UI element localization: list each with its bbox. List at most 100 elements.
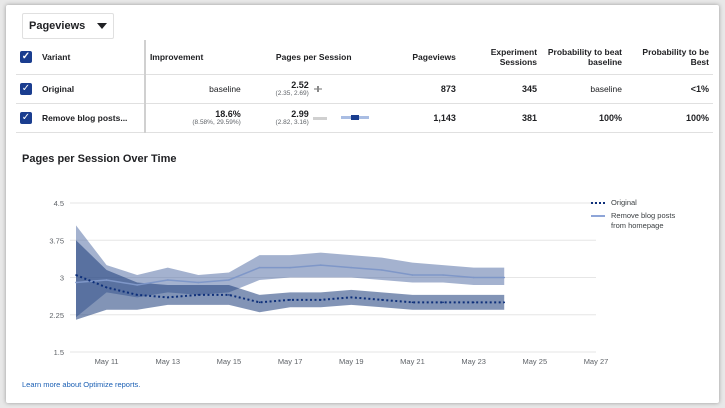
- variants-table: ✓ Variant Improvement Pages per Session …: [16, 40, 713, 133]
- row-checkbox[interactable]: ✓: [20, 111, 32, 124]
- data-point: [197, 294, 200, 296]
- x-axis-ticks: May 11 May 13 May 15 May 17 May 19 May 21 May …: [95, 357, 609, 366]
- improvement-value: 18.6% (8.58%, 29.59%): [145, 103, 245, 132]
- prob-beat-baseline-value: 100%: [598, 112, 623, 123]
- data-point: [105, 279, 108, 281]
- confidence-band: [76, 225, 505, 318]
- table-row[interactable]: ✓ Remove blog posts... 18.6% (8.58%, 29.…: [16, 103, 713, 132]
- pps-value: 2.52: [291, 80, 309, 90]
- sessions-value: 345: [522, 83, 538, 94]
- improvement-main: baseline: [209, 83, 241, 94]
- table-header-row: ✓ Variant Improvement Pages per Session …: [16, 40, 713, 74]
- pps-interval-mean: [316, 85, 319, 92]
- row-checkbox-cell: ✓: [16, 74, 38, 103]
- pages-per-session-cell: 2.52 (2.35, 2.69): [245, 74, 383, 103]
- pps-interval-bar: [312, 114, 369, 120]
- variant-name[interactable]: Remove blog posts...: [37, 103, 146, 132]
- chevron-down-icon: [97, 23, 108, 29]
- y-tick-label: 2.25: [49, 311, 64, 320]
- data-point: [197, 281, 200, 284]
- header-checkbox[interactable]: ✓: [20, 50, 32, 63]
- data-point: [503, 301, 506, 304]
- header-prob-beat-baseline[interactable]: Probability to beat baseline: [547, 46, 623, 67]
- data-point: [228, 294, 230, 296]
- header-prob-best[interactable]: Probability to be Best: [642, 46, 709, 67]
- pages-per-session-cell: 2.99 (2.82, 3.16): [245, 103, 383, 132]
- x-tick-label: May 13: [155, 357, 180, 366]
- pages-per-session-chart: 1.5 2.25 3 3.75 4.5 May 11 May 13 May 15 May 17…: [49, 199, 609, 366]
- data-point: [319, 264, 322, 266]
- x-tick-label: May 17: [278, 357, 303, 366]
- chart-legend: Original Remove blog posts from homepage: [591, 198, 689, 235]
- confidence-band: [76, 240, 505, 320]
- prob-best-value: <1%: [690, 83, 709, 94]
- x-tick-label: May 11: [95, 357, 119, 366]
- improvement-value: baseline: [145, 74, 245, 103]
- data-point: [319, 299, 322, 301]
- experiment-report-card: Pageviews ✓ Variant Improvement Pages pe…: [6, 5, 719, 403]
- metric-selector[interactable]: Pageviews: [22, 13, 115, 39]
- legend-item-variant[interactable]: Remove blog posts from homepage: [591, 211, 689, 231]
- prob-beat-baseline-value: baseline: [590, 83, 623, 94]
- x-tick-label: May 15: [217, 357, 242, 366]
- data-point: [75, 274, 77, 276]
- pps-interval-range-baseline: [312, 116, 327, 120]
- data-point: [228, 279, 230, 281]
- header-checkbox-cell: ✓: [16, 40, 38, 74]
- data-point: [411, 274, 414, 276]
- legend-label: Remove blog posts from homepage: [611, 211, 676, 230]
- y-tick-label: 1.5: [54, 348, 64, 357]
- data-point: [105, 286, 108, 289]
- legend-item-original[interactable]: Original: [591, 198, 689, 207]
- data-point: [258, 266, 261, 269]
- data-point: [289, 266, 291, 269]
- pps-interval-mean: [350, 114, 359, 120]
- legend-swatch: [591, 215, 605, 217]
- x-tick-label: May 19: [339, 357, 364, 366]
- pps-range: (2.82, 3.16): [275, 119, 309, 126]
- pps-value: 2.99: [291, 109, 309, 119]
- x-tick-label: May 25: [523, 357, 548, 366]
- data-point: [503, 276, 506, 279]
- header-pageviews[interactable]: Pageviews: [412, 51, 456, 62]
- row-checkbox-cell: ✓: [16, 103, 38, 132]
- header-improvement[interactable]: Improvement: [149, 51, 204, 62]
- data-point: [258, 301, 261, 304]
- data-point: [350, 296, 353, 299]
- improvement-main: 18.6%: [215, 109, 241, 119]
- y-tick-label: 3.75: [49, 236, 64, 245]
- series-line: [75, 274, 505, 304]
- data-point: [166, 279, 169, 281]
- data-point: [411, 301, 414, 304]
- data-point: [350, 266, 353, 269]
- data-point: [381, 269, 383, 271]
- sessions-value: 381: [522, 112, 538, 123]
- data-point: [472, 301, 475, 304]
- data-point: [289, 299, 291, 301]
- chart-title: Pages per Session Over Time: [22, 153, 177, 165]
- y-axis-ticks: 1.5 2.25 3 3.75 4.5: [49, 199, 64, 357]
- confidence-bands: [76, 225, 505, 320]
- header-variant[interactable]: Variant: [37, 40, 146, 74]
- data-point: [75, 281, 77, 284]
- header-pages-per-session[interactable]: Pages per Session: [275, 51, 352, 62]
- table-row[interactable]: ✓ Original baseline 2.52 (2.35, 2.69): [16, 74, 713, 103]
- pageviews-value: 873: [440, 83, 456, 94]
- variant-name[interactable]: Original: [37, 74, 146, 103]
- legend-swatch: [591, 202, 605, 204]
- prob-best-value: 100%: [685, 112, 709, 123]
- data-point: [136, 284, 138, 286]
- y-tick-label: 4.5: [54, 199, 64, 208]
- x-tick-label: May 21: [400, 357, 425, 366]
- header-experiment-sessions[interactable]: Experiment Sessions: [490, 46, 538, 67]
- row-checkbox[interactable]: ✓: [20, 82, 32, 95]
- y-tick-label: 3: [60, 274, 64, 283]
- learn-more-link[interactable]: Learn more about Optimize reports.: [22, 380, 141, 389]
- data-point: [442, 274, 444, 276]
- pps-range: (2.35, 2.69): [275, 90, 309, 97]
- x-tick-label: May 23: [461, 357, 486, 366]
- pps-interval-bar: [313, 85, 322, 92]
- data-point: [472, 276, 475, 279]
- pageviews-value: 1,143: [433, 112, 456, 123]
- x-tick-label: May 27: [584, 357, 609, 366]
